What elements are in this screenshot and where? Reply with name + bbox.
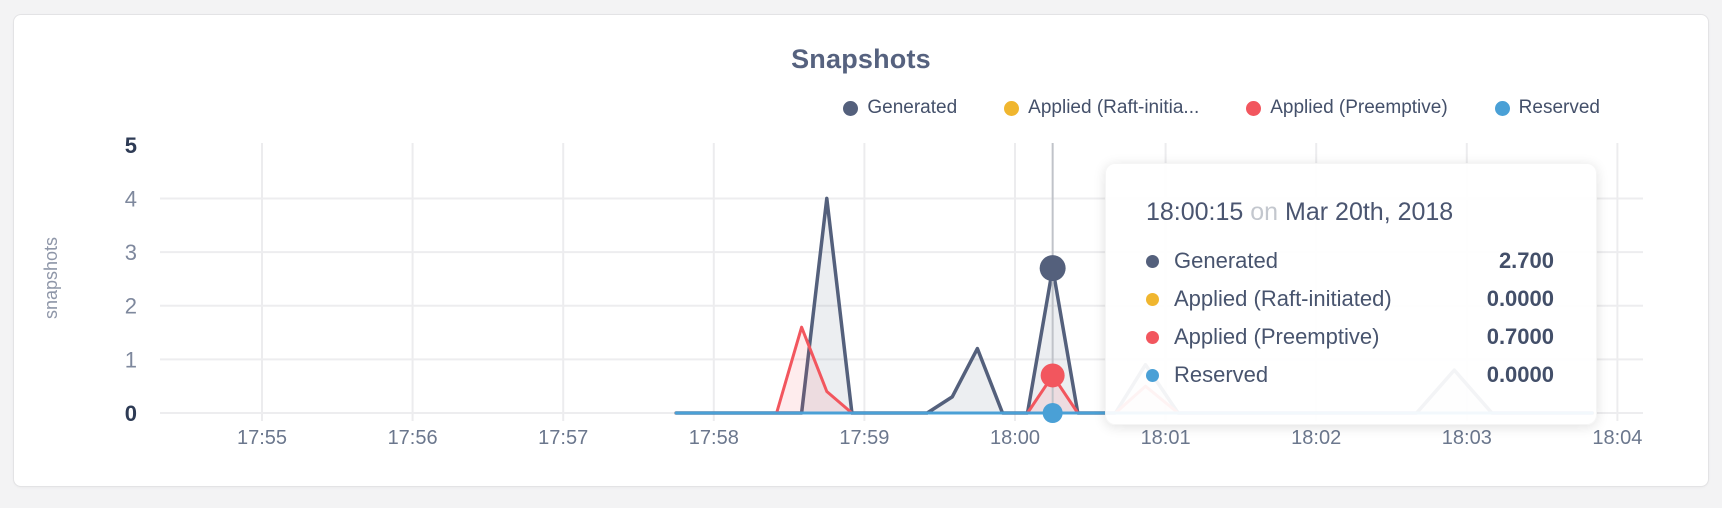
tooltip-series-value: 0.0000 xyxy=(1486,362,1554,387)
tooltip-series-label: Reserved xyxy=(1174,362,1269,387)
legend-item-label: Generated xyxy=(867,97,958,118)
x-axis-tick-label: 17:59 xyxy=(839,427,889,449)
legend-dot-icon xyxy=(1494,100,1510,116)
x-axis-tick-label: 18:02 xyxy=(1291,427,1341,449)
hover-dot-reserved xyxy=(1042,403,1063,423)
hover-dot-applied-preemptive xyxy=(1040,363,1065,388)
legend-item-generated[interactable]: Generated xyxy=(843,97,957,119)
x-axis-tick-label: 18:03 xyxy=(1442,427,1492,449)
tooltip-series-value: 2.700 xyxy=(1498,248,1554,273)
chart-title: Snapshots xyxy=(791,44,931,74)
tooltip-header: 18:00:15 on Mar 20th, 2018 xyxy=(1146,198,1554,227)
y-axis-tick-label: 1 xyxy=(125,347,137,372)
legend-item-label: Applied (Raft-initia... xyxy=(1028,97,1200,118)
tooltip-series-value: 0.7000 xyxy=(1486,324,1554,349)
tooltip-series-label: Applied (Raft-initiated) xyxy=(1174,286,1392,311)
hover-tooltip: 18:00:15 on Mar 20th, 2018 Generated 2.70… xyxy=(1105,163,1597,425)
x-axis-tick-label: 18:01 xyxy=(1141,427,1191,449)
tooltip-series-dot-icon xyxy=(1146,368,1159,382)
legend-dot-icon xyxy=(843,100,859,116)
y-axis-labels: 0 1 2 3 4 5 xyxy=(125,133,137,426)
y-axis-tick-label: 4 xyxy=(125,186,137,211)
tooltip-row: Generated 2.700 xyxy=(1146,242,1554,280)
tooltip-time: 18:00:15 xyxy=(1146,198,1244,226)
y-axis-tick-label: 5 xyxy=(125,133,137,158)
hover-dot-generated xyxy=(1039,255,1066,282)
legend-item-label: Applied (Preemptive) xyxy=(1270,97,1448,118)
tooltip-rows: Generated 2.700 Applied (Raft-initiated) 0.… xyxy=(1146,242,1554,394)
tooltip-series-value: 0.0000 xyxy=(1486,286,1554,311)
tooltip-row: Reserved 0.0000 xyxy=(1146,356,1554,394)
legend-item-applied-raft-initia[interactable]: Applied (Raft-initia... xyxy=(1004,97,1199,119)
legend-item-applied-preemptive[interactable]: Applied (Preemptive) xyxy=(1246,97,1448,119)
x-axis-tick-label: 17:56 xyxy=(388,427,438,449)
tooltip-series-label: Generated xyxy=(1174,248,1278,273)
x-axis-tick-label: 17:58 xyxy=(689,427,739,449)
tooltip-series-label: Applied (Preemptive) xyxy=(1174,324,1380,349)
y-axis-tick-label: 2 xyxy=(125,294,137,319)
chart-legend: Generated Applied (Raft-initia... Applied … xyxy=(843,97,1600,119)
tooltip-row: Applied (Raft-initiated) 0.0000 xyxy=(1146,280,1554,318)
legend-item-label: Reserved xyxy=(1518,97,1600,118)
legend-dot-icon xyxy=(1004,100,1020,116)
tooltip-row: Applied (Preemptive) 0.7000 xyxy=(1146,318,1554,356)
y-axis-tick-label: 3 xyxy=(125,240,137,265)
x-axis-tick-label: 18:04 xyxy=(1592,427,1642,449)
x-axis-labels: 17:55 17:56 17:57 17:58 17:59 18:00 18:01 18:02… xyxy=(237,427,1642,449)
tooltip-series-dot-icon xyxy=(1146,292,1159,306)
tooltip-series-dot-icon xyxy=(1146,330,1159,344)
tooltip-series-dot-icon xyxy=(1146,254,1159,268)
hover-group xyxy=(1039,143,1066,423)
tooltip-date: Mar 20th, 2018 xyxy=(1285,198,1454,226)
legend-item-reserved[interactable]: Reserved xyxy=(1494,97,1600,119)
y-axis-title: snapshots xyxy=(41,237,61,319)
x-axis-tick-label: 17:55 xyxy=(237,427,287,449)
x-axis-tick-label: 17:57 xyxy=(538,427,588,449)
tooltip-separator: on xyxy=(1250,198,1279,226)
x-axis-tick-label: 18:00 xyxy=(990,427,1040,449)
legend-dot-icon xyxy=(1246,100,1262,116)
y-axis-tick-label: 0 xyxy=(125,401,137,426)
